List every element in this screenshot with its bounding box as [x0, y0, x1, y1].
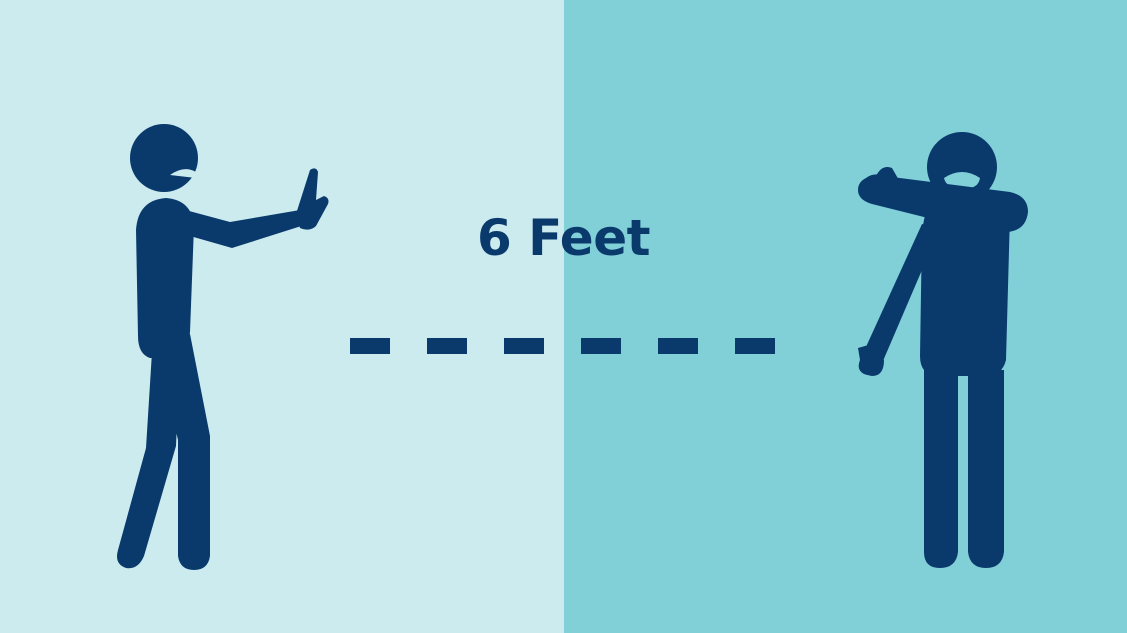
- left-background-panel: [0, 0, 564, 633]
- person-stop-hand-icon: [117, 124, 329, 570]
- right-background-panel: [564, 0, 1127, 633]
- distance-dashed-line: [350, 338, 775, 354]
- person-sneeze-elbow-icon: [858, 132, 1028, 568]
- distance-label: 6 Feet: [476, 209, 651, 267]
